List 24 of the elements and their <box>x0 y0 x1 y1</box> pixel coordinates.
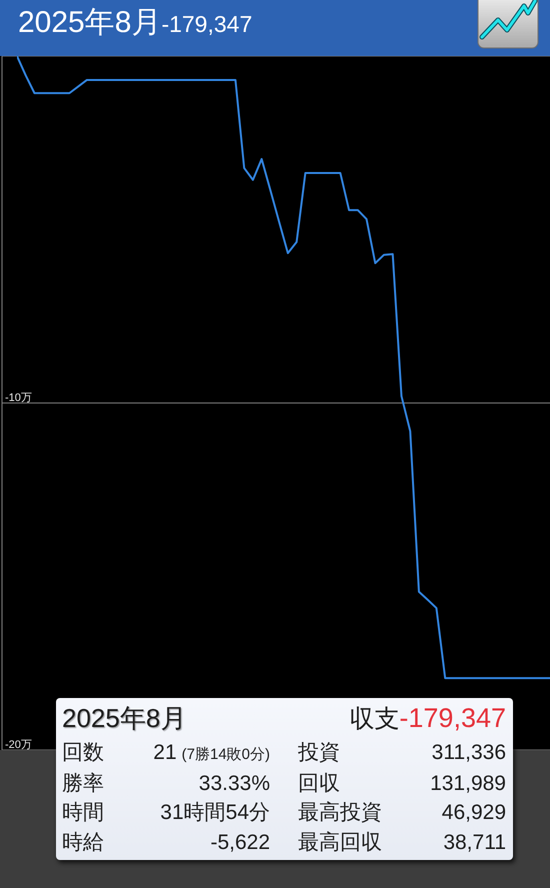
chart-subtitle: -179,347 <box>161 11 252 37</box>
text: 勝率 <box>62 772 104 795</box>
chart-title: 2025年8月 <box>18 6 162 39</box>
y-tick-label: -10万 <box>5 392 32 404</box>
text: 最高回収 <box>298 831 382 854</box>
annotation: 311,336 <box>432 741 506 764</box>
annotation: 収支 <box>349 705 400 733</box>
text: 31時間54分 <box>160 801 270 824</box>
text: 46,929 <box>442 801 506 824</box>
annotation: 21 <box>153 741 177 764</box>
text: 時給 <box>62 831 104 854</box>
text: 回収 <box>298 772 340 795</box>
text: 時間 <box>62 801 104 824</box>
text: 38,711 <box>443 831 506 854</box>
annotation: 回数 <box>62 741 104 764</box>
text: 131,989 <box>430 772 506 795</box>
text: -5,622 <box>210 831 270 854</box>
text: 33.33% <box>198 772 270 795</box>
annotation: 投資 <box>298 741 340 764</box>
text: 最高投資 <box>298 801 382 824</box>
annotation: (7勝14敗0分) <box>182 746 270 763</box>
y-tick-label: -20万 <box>5 739 32 751</box>
annotation: -179,347 <box>399 703 506 733</box>
text: 2025年8月 <box>62 703 186 733</box>
